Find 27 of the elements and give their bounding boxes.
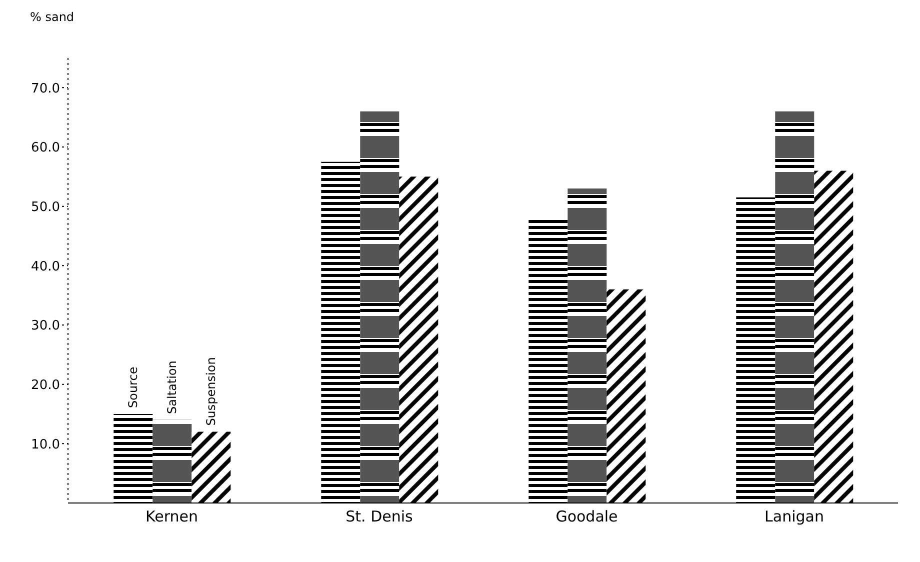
bar xyxy=(192,432,231,503)
y-tick-label: 40.0 xyxy=(31,259,60,274)
bar xyxy=(321,162,360,503)
y-tick-label: 60.0 xyxy=(31,140,60,156)
x-tick-label: St. Denis xyxy=(346,508,414,526)
bar xyxy=(399,176,438,503)
bar xyxy=(775,111,814,503)
bar xyxy=(114,414,153,503)
text: Source xyxy=(126,366,140,408)
bar xyxy=(606,289,646,503)
x-tick-label: Goodale xyxy=(556,508,618,526)
y-tick-label: 70.0 xyxy=(31,81,60,96)
bar xyxy=(360,111,400,503)
x-tick-label: Kernen xyxy=(146,508,198,526)
text: Suspension xyxy=(204,357,218,426)
bar xyxy=(814,170,854,503)
bar xyxy=(528,218,568,503)
y-tick-label: 50.0 xyxy=(31,200,60,215)
bar xyxy=(152,420,192,503)
bar xyxy=(736,197,776,503)
y-axis-title: % sand xyxy=(30,10,74,24)
y-tick-label: 30.0 xyxy=(31,318,60,334)
text: Saltation xyxy=(165,360,180,414)
y-tick-label: 20.0 xyxy=(31,378,60,393)
y-tick-label: 10.0 xyxy=(31,437,60,452)
bar xyxy=(568,188,607,503)
x-tick-label: Lanigan xyxy=(764,508,824,526)
